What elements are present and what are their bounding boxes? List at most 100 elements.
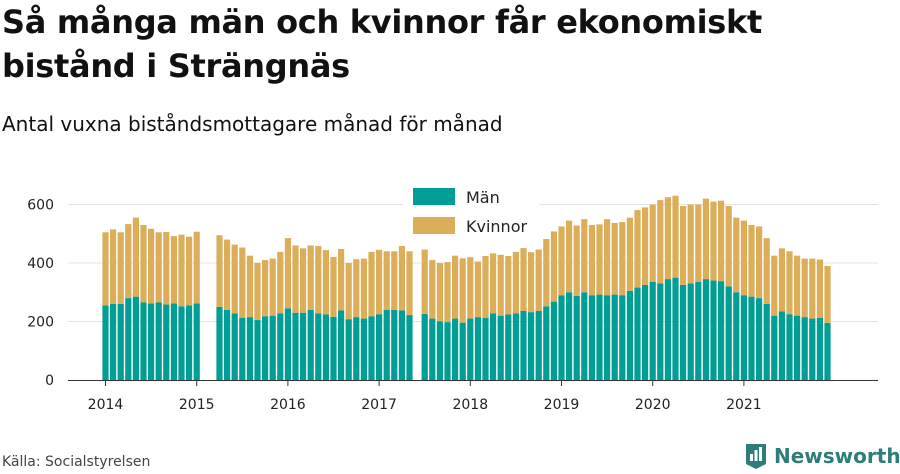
bar-man [322,314,329,380]
bar-kvinnor [421,249,428,314]
bar-kvinnor [710,201,717,281]
bar-man [163,304,170,380]
bar-man [444,322,451,380]
bar-kvinnor [102,232,109,306]
bar-kvinnor [148,228,155,304]
bar-man [710,280,717,380]
bar-man [558,295,565,380]
bar-kvinnor [718,200,725,282]
bar-man [528,312,535,380]
bar-man [300,312,307,380]
bar-kvinnor [452,255,459,319]
bar-man [520,310,527,380]
bar-man [224,309,231,380]
bar-kvinnor [353,259,360,318]
bar-kvinnor [398,246,405,311]
bar-kvinnor [558,226,565,296]
bar-man [353,317,360,380]
bar-kvinnor [794,255,801,316]
bar-kvinnor [110,229,117,304]
bar-kvinnor [664,197,671,280]
legend-swatch-kvinnor [413,217,455,234]
bar-kvinnor [155,232,162,303]
bar-kvinnor [748,224,755,297]
bar-kvinnor [383,251,390,310]
bar-kvinnor [239,247,246,318]
bar-man [406,315,413,380]
bar-kvinnor [756,226,763,299]
bar-man [505,314,512,380]
bar-kvinnor [307,245,314,310]
bar-kvinnor [216,235,223,307]
bar-kvinnor [801,258,808,318]
y-tick-label: 200 [27,315,54,331]
bar-kvinnor [497,254,504,316]
x-tick-label: 2018 [452,397,488,413]
bar-kvinnor [786,251,793,315]
bar-kvinnor [315,246,322,314]
legend: Män Kvinnor [403,183,539,241]
bar-man [436,321,443,380]
bar-kvinnor [117,232,124,304]
y-tick-label: 600 [27,198,54,214]
bar-man [642,284,649,380]
bar-man [763,303,770,380]
newsworthy-wordmark: Newsworthy [774,444,900,468]
bar-man [733,292,740,380]
bar-kvinnor [224,239,231,310]
bar-kvinnor [672,195,679,278]
bar-man [307,309,314,380]
bar-kvinnor [170,236,177,304]
chart-title: Så många män och kvinnor får ekonomiskt … [2,3,763,85]
bar-kvinnor [687,204,694,284]
bar-man [338,310,345,380]
newsworthy-logo[interactable]: Newsworthy [744,440,900,472]
bar-man [657,283,664,380]
bar-kvinnor [824,265,831,323]
legend-label-kvinnor: Kvinnor [466,217,527,236]
bar-man [254,320,261,380]
bar-man [216,306,223,380]
bar-kvinnor [406,251,413,316]
bar-man [786,314,793,380]
bar-man [125,298,132,380]
bar-kvinnor [520,248,527,311]
bar-kvinnor [649,204,656,283]
bar-kvinnor [505,255,512,315]
bar-man [695,282,702,380]
bar-man [809,318,816,380]
bar-man [801,317,808,380]
bar-man [794,315,801,380]
bar-kvinnor [482,255,489,318]
bar-man [649,282,656,380]
bar-man [246,317,253,380]
bar-kvinnor [535,249,542,311]
bar-man [330,316,337,380]
source-note: Källa: Socialstyrelsen [2,454,151,470]
bar-man [292,312,299,380]
bar-kvinnor [322,250,329,315]
bar-kvinnor [345,263,352,320]
bar-man [497,315,504,380]
bar-man [756,298,763,380]
bar-kvinnor [581,219,588,293]
x-tick-label: 2017 [361,397,397,413]
bar-man [368,316,375,380]
bar-man [619,295,626,380]
bar-man [816,317,823,380]
bar-kvinnor [269,258,276,316]
bar-kvinnor [550,231,557,302]
bar-kvinnor [816,259,823,318]
bar-man [315,313,322,380]
bar-man [581,292,588,380]
bar-man [376,314,383,380]
bar-kvinnor [588,224,595,296]
bar-kvinnor [125,224,132,299]
bar-kvinnor [132,217,139,297]
newsworthy-icon [746,444,766,469]
bar-kvinnor [368,251,375,317]
bar-man [284,308,291,380]
bar-kvinnor [512,251,519,314]
bar-kvinnor [573,225,580,296]
bar-man [490,313,497,380]
